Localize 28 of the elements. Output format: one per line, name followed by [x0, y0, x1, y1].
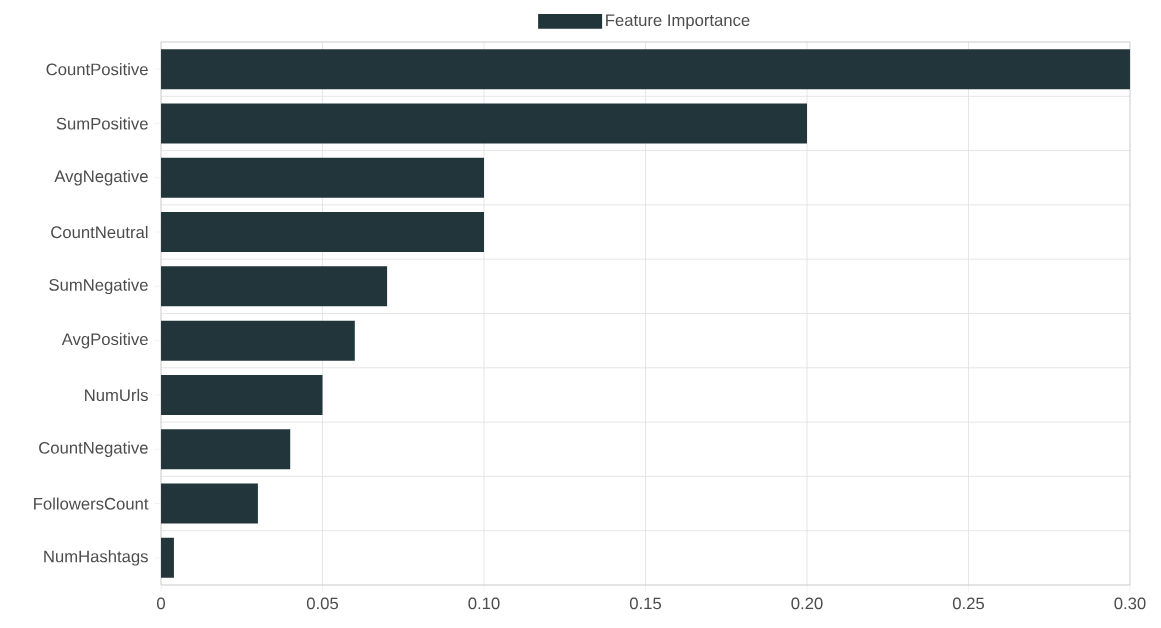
- y-tick-label: NumUrls: [85, 388, 148, 402]
- bar: [161, 537, 174, 578]
- bar: [161, 212, 484, 253]
- y-tick-label: CountNeutral: [51, 225, 148, 239]
- bar: [161, 103, 807, 144]
- y-tick-label: SumPositive: [56, 117, 148, 130]
- y-tick-label: FollowersCount: [34, 497, 149, 510]
- x-tick-label: 0.10: [468, 597, 500, 610]
- x-tick-label: 0: [157, 597, 165, 610]
- bar: [161, 483, 258, 524]
- x-tick-label: 0.20: [791, 597, 823, 610]
- y-tick-label: CountNegative: [39, 441, 148, 457]
- x-tick-label: 0.15: [629, 597, 662, 610]
- bar: [161, 374, 323, 415]
- bar: [161, 157, 484, 198]
- x-tick-label: 0.30: [1114, 597, 1146, 610]
- y-tick-label: AvgNegative: [54, 169, 148, 186]
- y-tick-label: SumNegative: [49, 278, 148, 295]
- y-tick-label: AvgPositive: [61, 332, 148, 349]
- bar: [161, 49, 1130, 90]
- x-tick-label: 0.05: [306, 597, 339, 610]
- bar: [161, 266, 388, 307]
- x-tick-label: 0.25: [952, 597, 985, 610]
- y-tick-label: CountPositive: [46, 63, 148, 76]
- y-tick-label: NumHashtags: [44, 550, 148, 566]
- bar: [161, 320, 355, 361]
- bar: [161, 429, 291, 470]
- legend-label: Feature Importance: [606, 14, 750, 30]
